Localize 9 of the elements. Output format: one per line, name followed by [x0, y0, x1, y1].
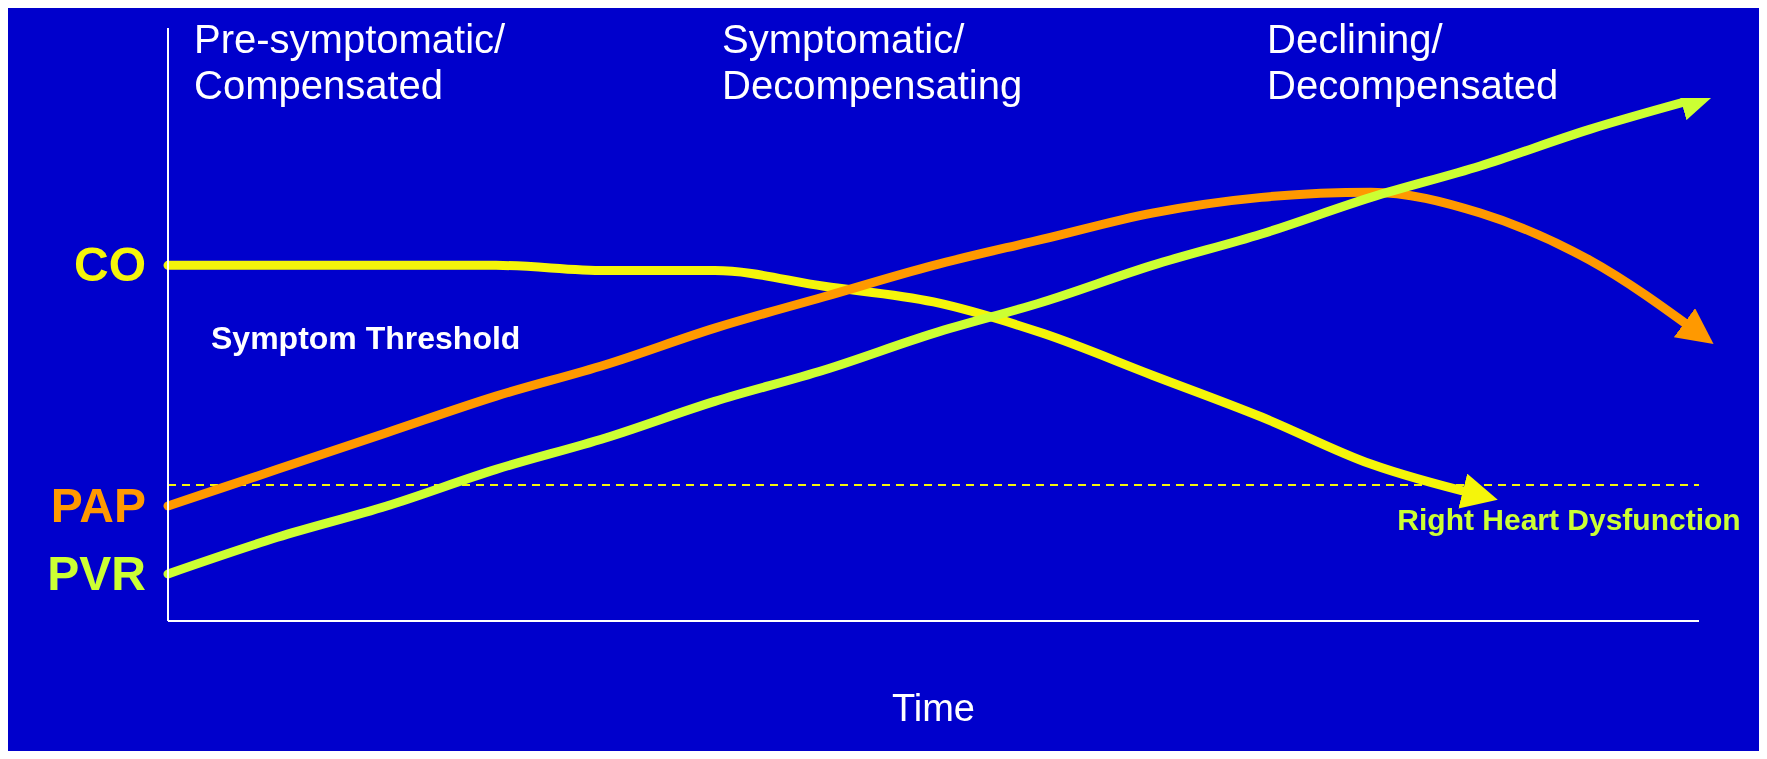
series-label: PVR — [47, 546, 146, 600]
annotation: Pre-symptomatic/ Compensated — [194, 16, 507, 108]
series-label: CO — [74, 238, 146, 292]
x-axis-title: Time — [891, 687, 976, 729]
annotation: Symptomatic/ Decompensating — [722, 16, 1024, 108]
annotation: Declining/ Decompensated — [1267, 16, 1560, 108]
annotation: Symptom Threshold — [211, 320, 521, 357]
ref-line-label: Right Heart Dysfunction — [1397, 503, 1741, 537]
series-label: PAP — [50, 478, 146, 532]
